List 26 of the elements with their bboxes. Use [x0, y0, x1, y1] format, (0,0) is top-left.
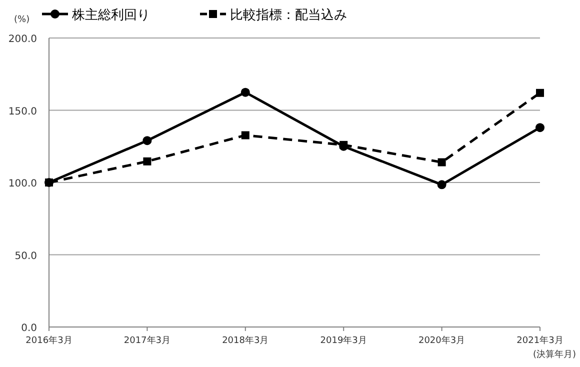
y-tick-label: 200.0 [8, 34, 37, 45]
point [240, 88, 250, 97]
x-tick-label: 2021年3月 [516, 335, 564, 346]
point [438, 158, 446, 166]
y-axis-title: (%) [14, 15, 30, 25]
point [536, 88, 544, 97]
y-tick-label: 150.0 [8, 106, 37, 118]
point [536, 123, 544, 132]
x-tick-label: 2018年3月 [222, 335, 269, 346]
x-axis-title: (決算年月) [532, 349, 576, 360]
point [143, 157, 152, 166]
legend-item: 比較指標：配当込み [200, 8, 347, 23]
x-tick-label: 2020年3月 [418, 335, 466, 346]
legend-label: 比較指標：配当込み [230, 8, 347, 23]
point [142, 136, 152, 146]
y-tick-label: 0.0 [21, 323, 37, 334]
y-tick-label: 100.0 [8, 178, 37, 190]
x-tick-label: 2017年3月 [124, 335, 171, 346]
x-tick-label: 2019年3月 [320, 335, 367, 346]
x-tick-label: 2016年3月 [26, 335, 72, 346]
legend-label: 株主総利回り [71, 7, 150, 23]
point [241, 131, 250, 140]
y-tick-label: 50.0 [14, 250, 37, 262]
point [45, 178, 53, 186]
legend-item: 株主総利回り [42, 8, 150, 23]
point [437, 180, 446, 190]
